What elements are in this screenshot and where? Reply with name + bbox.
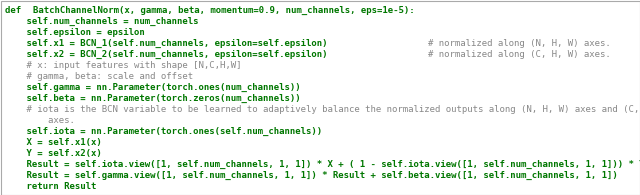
Text: def: def [5,6,26,15]
Text: self.gamma = nn.Parameter(torch.ones(num_channels)): self.gamma = nn.Parameter(torch.ones(num… [5,83,301,92]
Text: # normalized along (N, H, W) axes.: # normalized along (N, H, W) axes. [428,39,611,48]
Text: self.epsilon = epsilon: self.epsilon = epsilon [5,28,145,37]
Text: return Result: return Result [5,182,97,191]
Text: axes.: axes. [5,116,75,125]
Text: self.x2 = BCN_2(self.num_channels, epsilon=self.epsilon): self.x2 = BCN_2(self.num_channels, epsil… [5,50,333,59]
Text: Result = self.iota.view([1, self.num_channels, 1, 1]) * X + ( 1 - self.iota.view: Result = self.iota.view([1, self.num_cha… [5,160,640,169]
Text: BatchChannelNorm(x, gamma, beta, momentum=0.9, num_channels, eps=1e-5):: BatchChannelNorm(x, gamma, beta, momentu… [33,6,414,15]
Text: # iota is the BCN variable to be learned to adaptively balance the normalized ou: # iota is the BCN variable to be learned… [5,105,640,114]
Text: Result = self.gamma.view([1, self.num_channels, 1, 1]) * Result + self.beta.view: Result = self.gamma.view([1, self.num_ch… [5,171,618,180]
Text: self.num_channels = num_channels: self.num_channels = num_channels [5,17,198,26]
Text: self.iota = nn.Parameter(torch.ones(self.num_channels)): self.iota = nn.Parameter(torch.ones(self… [5,127,322,136]
Text: # x: input features with shape [N,C,H,W]: # x: input features with shape [N,C,H,W] [5,61,241,70]
Text: # normalized along (C, H, W) axes.: # normalized along (C, H, W) axes. [428,50,611,59]
Text: # gamma, beta: scale and offset: # gamma, beta: scale and offset [5,72,193,81]
Text: X = self.x1(x): X = self.x1(x) [5,138,102,147]
Text: self.beta = nn.Parameter(torch.zeros(num_channels)): self.beta = nn.Parameter(torch.zeros(num… [5,94,301,103]
Text: Y = self.x2(x): Y = self.x2(x) [5,149,102,158]
Text: self.x1 = BCN_1(self.num_channels, epsilon=self.epsilon): self.x1 = BCN_1(self.num_channels, epsil… [5,39,333,48]
